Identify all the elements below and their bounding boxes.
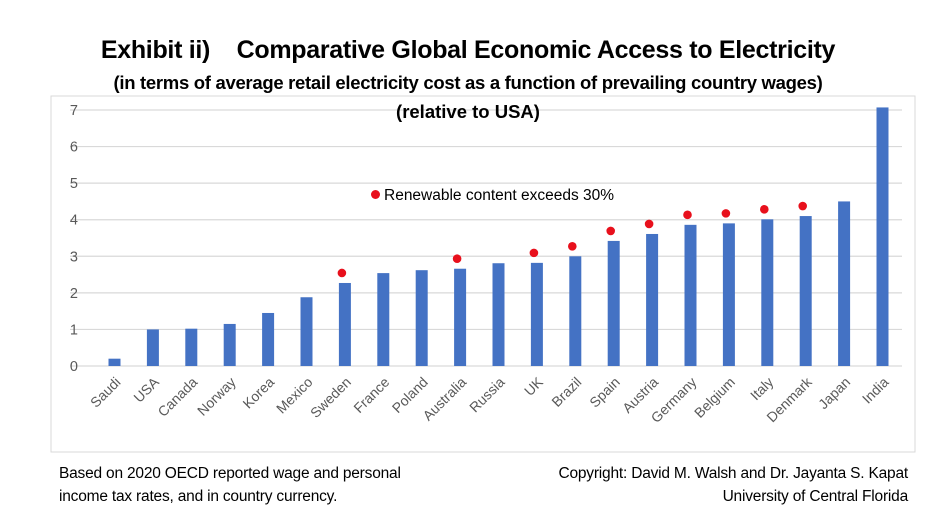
x-tick-label: Japan	[815, 374, 853, 412]
chart-subtitle: (in terms of average retail electricity …	[113, 72, 823, 93]
x-tick-label: Australia	[419, 374, 469, 424]
bar-japan	[838, 201, 851, 366]
footer-source-line-2: income tax rates, and in country currenc…	[59, 488, 338, 505]
bar-spain	[607, 240, 620, 366]
x-tick-label: India	[859, 374, 892, 407]
x-tick-label: USA	[130, 373, 162, 405]
footer-copyright-line-1: Copyright: David M. Walsh and Dr. Jayant…	[558, 465, 908, 482]
renewable-marker-italy	[760, 205, 769, 214]
renewable-marker-brazil	[568, 241, 577, 251]
y-tick-label: 7	[70, 103, 78, 119]
bar-france	[377, 273, 390, 366]
bar-norway	[223, 323, 236, 366]
x-tick-label: Belgium	[691, 374, 738, 421]
renewable-marker-denmark	[798, 201, 807, 211]
x-tick-label: France	[350, 374, 392, 416]
renewable-marker-germany	[683, 210, 692, 220]
bar-belgium	[722, 223, 735, 366]
x-tick-label: Russia	[466, 374, 508, 416]
bar-usa	[146, 329, 159, 366]
renewable-marker-uk	[529, 248, 539, 258]
bar-poland	[415, 270, 428, 366]
bar-russia	[492, 263, 505, 366]
legend-label: Renewable content exceeds 30%	[384, 187, 615, 204]
bar-denmark	[799, 216, 812, 366]
bar-uk	[530, 262, 543, 366]
y-tick-label: 1	[70, 322, 78, 338]
bar-brazil	[569, 256, 582, 366]
bar-korea	[262, 312, 275, 366]
renewable-marker-belgium	[721, 209, 731, 218]
footer-source-note: Based on 2020 OECD reported wage and per…	[59, 462, 401, 508]
chart-title: Exhibit ii) Comparative Global Economic …	[100, 36, 836, 64]
y-tick-label: 5	[70, 176, 78, 192]
legend: Renewable content exceeds 30%	[371, 187, 614, 205]
x-tick-label: Saudi	[87, 374, 124, 411]
bar-italy	[761, 219, 774, 366]
x-tick-label: Sweden	[307, 374, 354, 421]
bar-mexico	[300, 297, 313, 366]
footer-source-line-1: Based on 2020 OECD reported wage and per…	[59, 465, 401, 482]
y-tick-label: 4	[70, 213, 78, 229]
bars	[108, 107, 889, 366]
chart-subtitle-relative: (relative to USA)	[396, 101, 540, 122]
bar-sweden	[338, 282, 351, 366]
legend-marker-icon	[371, 190, 380, 199]
y-tick-label: 6	[70, 140, 78, 156]
y-tick-label: 2	[70, 286, 78, 302]
y-tick-label: 0	[70, 359, 78, 375]
y-tick-label: 3	[70, 249, 78, 265]
bar-australia	[454, 268, 467, 366]
x-tick-label: Italy	[747, 374, 776, 403]
x-tick-label: Norway	[194, 374, 239, 419]
x-tick-label: Brazil	[548, 374, 584, 410]
renewable-marker-australia	[452, 254, 462, 264]
x-tick-label: Canada	[154, 374, 200, 420]
renewable-marker-sweden	[337, 268, 347, 278]
y-axis-ticks: 0 1 2 3 4 5 6 7	[70, 103, 78, 375]
plot-area-border	[50, 95, 916, 453]
gridlines	[70, 109, 902, 367]
renewable-marker-austria	[644, 219, 654, 229]
footer-copyright: Copyright: David M. Walsh and Dr. Jayant…	[558, 462, 908, 508]
renewable-marker-spain	[606, 226, 615, 236]
bar-germany	[684, 224, 697, 366]
renewable-markers	[337, 201, 807, 278]
bar-india	[876, 107, 889, 366]
x-tick-label: UK	[521, 373, 547, 399]
bar-saudi	[108, 358, 121, 366]
bar-austria	[646, 233, 659, 366]
footer-copyright-line-2: University of Central Florida	[722, 488, 909, 505]
x-tick-label: Korea	[239, 374, 277, 412]
x-tick-label: Spain	[586, 374, 623, 411]
bar-canada	[185, 328, 198, 366]
